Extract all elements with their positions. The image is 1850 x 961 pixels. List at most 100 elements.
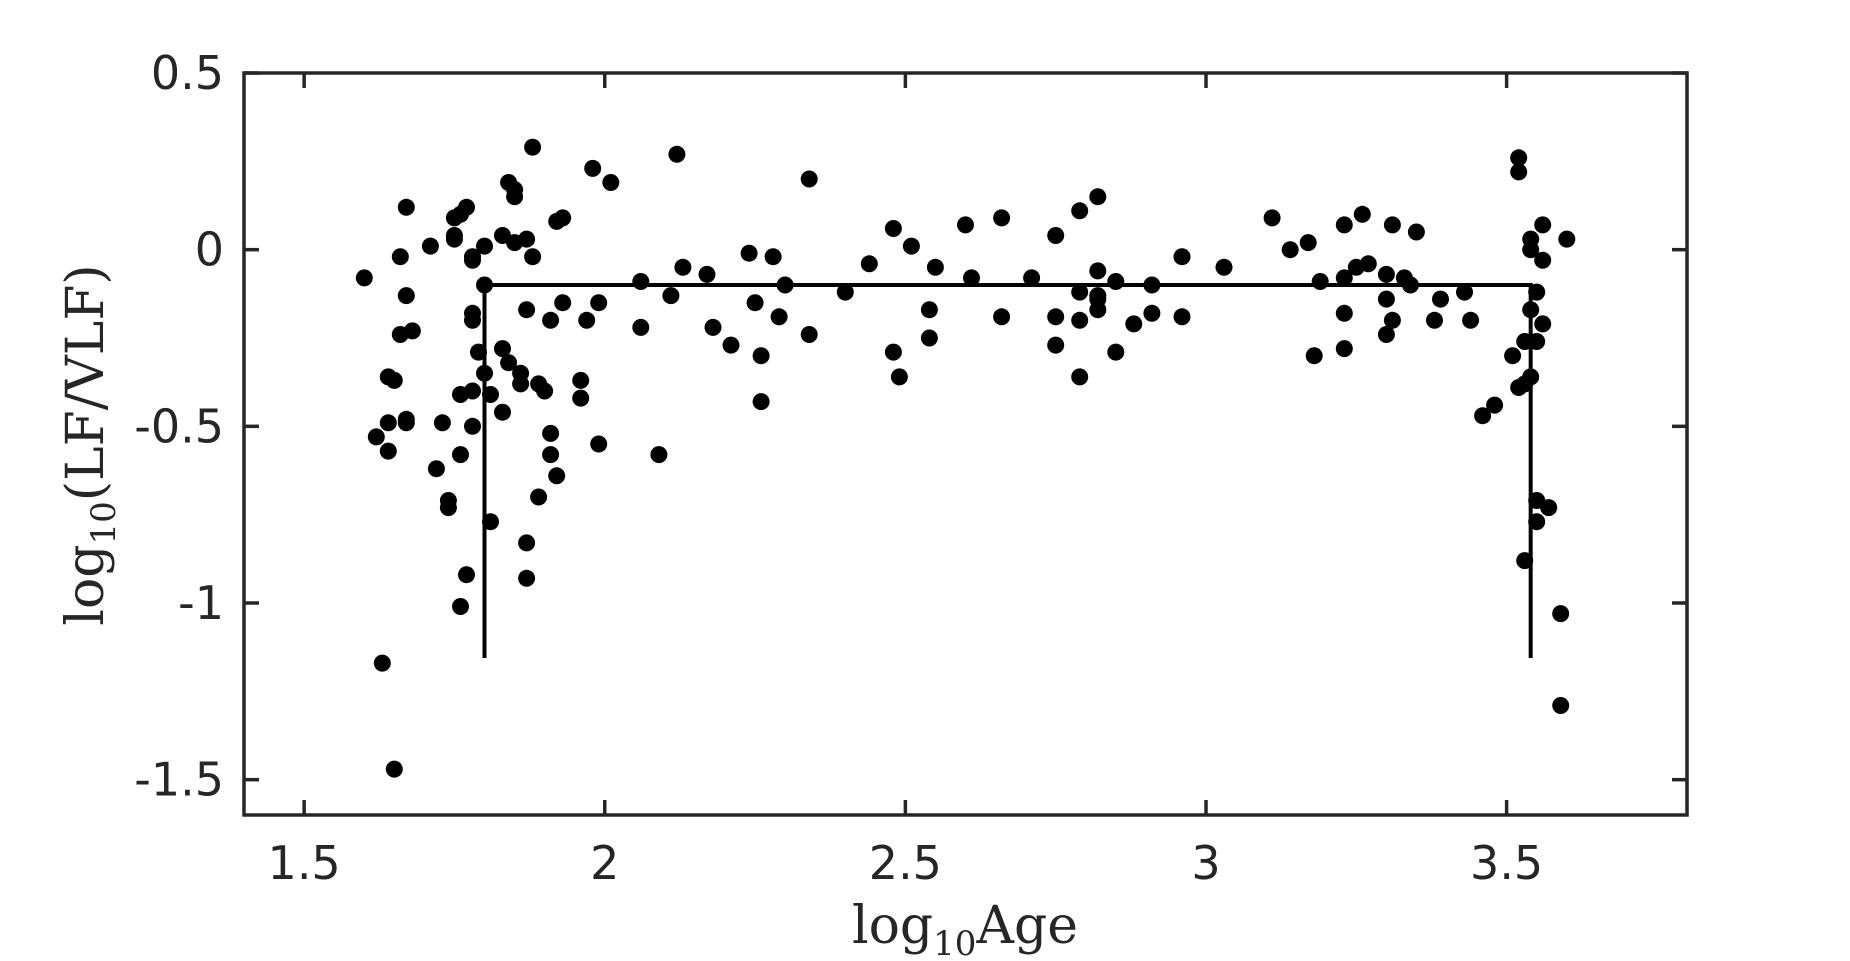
data-point-58 xyxy=(530,488,548,506)
data-point-50 xyxy=(512,375,530,393)
data-point-65 xyxy=(554,209,572,227)
fit-line xyxy=(482,283,1533,658)
data-point-26 xyxy=(452,598,469,615)
x-axis-label-sub: 10 xyxy=(933,924,976,961)
data-point-32 xyxy=(464,311,481,329)
data-point-19 xyxy=(439,499,457,517)
data-point-5 xyxy=(379,442,397,460)
data-point-152 xyxy=(1504,347,1522,365)
data-point-80 xyxy=(698,265,716,283)
data-point-14 xyxy=(403,322,421,340)
data-point-162 xyxy=(1522,241,1540,259)
data-point-118 xyxy=(1107,273,1125,290)
data-point-96 xyxy=(890,368,908,386)
data-point-51 xyxy=(518,230,536,248)
y-axis-label-base: log xyxy=(56,544,116,625)
data-point-132 xyxy=(1335,269,1353,287)
data-point-172 xyxy=(1552,605,1570,623)
data-point-45 xyxy=(500,354,518,372)
data-point-67 xyxy=(572,371,590,389)
data-point-85 xyxy=(752,393,770,411)
data-point-27 xyxy=(458,198,475,216)
y-tick-label-1: 0 xyxy=(195,223,224,277)
data-point-139 xyxy=(1377,290,1395,308)
data-point-99 xyxy=(920,329,938,347)
data-point-61 xyxy=(542,311,560,329)
data-point-130 xyxy=(1311,273,1329,290)
data-point-2 xyxy=(373,654,391,672)
data-point-47 xyxy=(506,188,524,206)
data-point-88 xyxy=(770,308,788,326)
data-point-153 xyxy=(1510,163,1528,181)
data-point-94 xyxy=(884,220,902,237)
data-point-97 xyxy=(902,237,920,255)
data-point-82 xyxy=(722,336,740,354)
data-point-129 xyxy=(1305,347,1323,365)
data-point-69 xyxy=(578,311,596,329)
data-point-103 xyxy=(993,209,1011,227)
data-point-78 xyxy=(668,145,686,163)
data-point-76 xyxy=(650,446,668,464)
data-point-56 xyxy=(524,248,542,266)
data-point-90 xyxy=(800,170,818,188)
data-point-73 xyxy=(602,174,620,191)
data-point-136 xyxy=(1353,205,1371,223)
data-point-83 xyxy=(740,244,758,262)
data-point-112 xyxy=(1071,368,1089,386)
data-point-72 xyxy=(590,435,608,453)
x-tick-label-4: 3.5 xyxy=(1470,836,1543,890)
data-point-77 xyxy=(662,287,680,305)
data-point-171 xyxy=(1552,697,1570,714)
y-tick-label-0: 0.5 xyxy=(151,46,224,100)
data-point-38 xyxy=(476,237,493,255)
data-point-55 xyxy=(524,138,542,156)
data-point-7 xyxy=(385,371,403,389)
data-point-138 xyxy=(1377,265,1395,283)
data-point-75 xyxy=(632,273,650,290)
data-point-33 xyxy=(464,382,481,400)
data-point-6 xyxy=(385,760,403,778)
data-point-0 xyxy=(355,269,373,287)
data-point-108 xyxy=(1047,336,1065,354)
data-point-59 xyxy=(536,382,554,400)
data-point-120 xyxy=(1125,315,1143,333)
data-point-11 xyxy=(397,287,415,305)
x-tick-labels: 1.5 2 2.5 3 3.5 xyxy=(268,836,1544,890)
data-point-70 xyxy=(584,159,602,177)
data-point-52 xyxy=(518,301,536,319)
data-point-170 xyxy=(1540,499,1558,517)
data-point-74 xyxy=(632,318,650,336)
data-point-173 xyxy=(1558,230,1576,248)
data-point-133 xyxy=(1335,304,1353,322)
data-point-127 xyxy=(1281,241,1299,259)
data-point-134 xyxy=(1335,340,1353,358)
data-point-141 xyxy=(1383,216,1401,234)
data-point-149 xyxy=(1462,311,1480,329)
data-point-126 xyxy=(1263,209,1281,227)
data-point-124 xyxy=(1173,308,1191,326)
data-point-4 xyxy=(379,414,397,432)
data-point-79 xyxy=(674,258,692,276)
x-axis-label-rest: Age xyxy=(975,896,1078,956)
data-point-92 xyxy=(836,283,854,301)
data-point-53 xyxy=(518,569,536,587)
data-point-101 xyxy=(957,216,974,234)
data-point-100 xyxy=(926,258,944,276)
data-point-122 xyxy=(1143,304,1161,322)
data-point-113 xyxy=(1089,188,1107,206)
x-tick-label-1: 2 xyxy=(590,836,619,890)
data-point-43 xyxy=(494,403,511,421)
data-point-150 xyxy=(1474,407,1492,425)
x-tick-label-2: 2.5 xyxy=(869,836,942,890)
data-point-125 xyxy=(1215,258,1233,276)
data-point-98 xyxy=(920,301,938,319)
data-point-1 xyxy=(367,428,385,446)
data-point-109 xyxy=(1071,202,1089,220)
data-point-119 xyxy=(1107,343,1125,361)
data-point-168 xyxy=(1534,251,1552,269)
data-point-15 xyxy=(421,237,439,255)
data-point-21 xyxy=(445,230,463,248)
x-tick-label-3: 3 xyxy=(1191,836,1220,890)
